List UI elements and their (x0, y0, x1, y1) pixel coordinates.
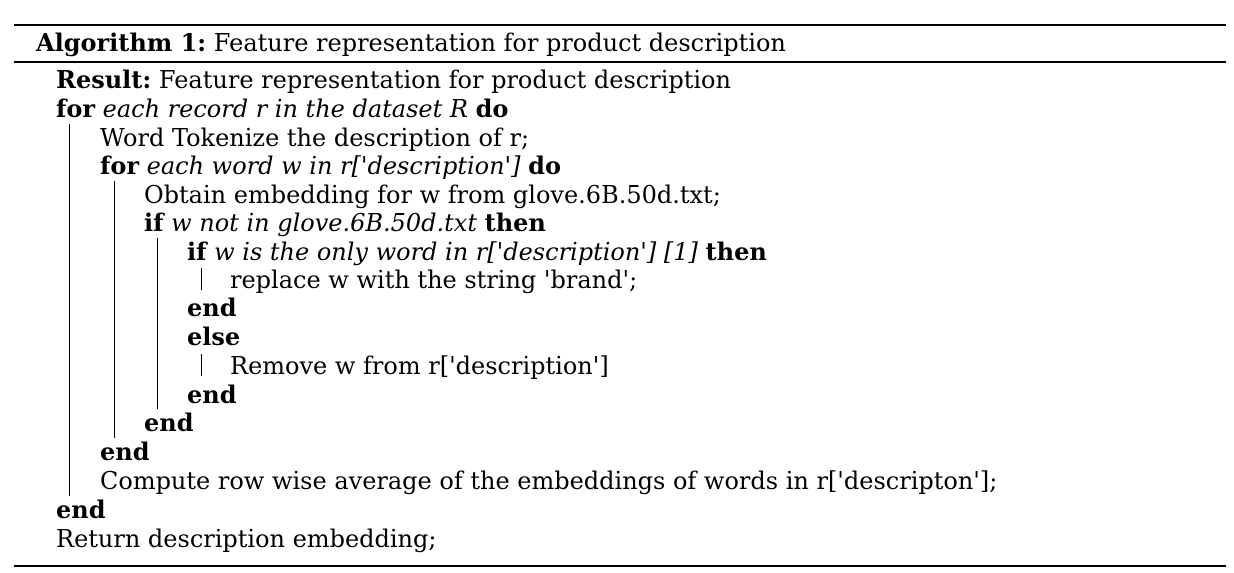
then-keyword: then (705, 237, 767, 266)
replace-line: replace w with the string 'brand'; (230, 266, 638, 294)
then-keyword: then (484, 208, 546, 237)
outer-for-line: for each record r in the dataset R do (56, 94, 509, 124)
do-keyword: do (528, 151, 561, 180)
inner-for-scope-bar (114, 181, 115, 438)
compute-line: Compute row wise average of the embeddin… (100, 467, 998, 495)
else-keyword: else (187, 322, 241, 351)
caption-title: Feature representation for product descr… (213, 29, 786, 57)
result-text: Feature representation for product descr… (158, 66, 731, 94)
end-else: end (187, 380, 237, 409)
if-condition: w is the only word in r['description'] [… (214, 238, 698, 266)
if-outer-line: if w not in glove.6B.50d.txt then (144, 208, 546, 238)
else-scope-bar (201, 354, 202, 376)
do-keyword: do (475, 94, 509, 123)
tokenize-line: Word Tokenize the description of r; (100, 124, 530, 152)
remove-line: Remove w from r['description'] (230, 352, 609, 380)
result-line: Result: Feature representation for produ… (56, 65, 731, 95)
if-keyword: if (187, 237, 207, 266)
bottom-rule (14, 565, 1226, 567)
top-rule (14, 24, 1226, 26)
if-inner-line: if w is the only word in r['description'… (187, 237, 767, 267)
end-outer-for: end (56, 495, 106, 524)
for-condition: each word w in r['description'] (146, 152, 521, 180)
algorithm-block: Algorithm 1: Feature representation for … (14, 0, 1226, 573)
result-keyword: Result: (56, 65, 152, 94)
algorithm-caption: Algorithm 1: Feature representation for … (36, 28, 786, 58)
for-keyword: for (100, 151, 139, 180)
caption-rule (14, 61, 1226, 63)
return-line: Return description embedding; (56, 525, 437, 553)
caption-label: Algorithm 1: (36, 28, 207, 57)
if-inner-scope-bar (201, 268, 202, 290)
end-if-inner: end (187, 293, 237, 322)
end-if-outer: end (144, 408, 194, 437)
for-keyword: for (56, 94, 95, 123)
end-inner-for: end (100, 437, 150, 466)
if-outer-scope-bar (157, 238, 158, 409)
if-keyword: if (144, 208, 164, 237)
if-condition: w not in glove.6B.50d.txt (171, 209, 477, 237)
for-condition: each record r in the dataset R (102, 95, 468, 123)
obtain-embedding-line: Obtain embedding for w from glove.6B.50d… (144, 181, 721, 209)
inner-for-line: for each word w in r['description'] do (100, 151, 561, 181)
outer-for-scope-bar (69, 124, 70, 496)
